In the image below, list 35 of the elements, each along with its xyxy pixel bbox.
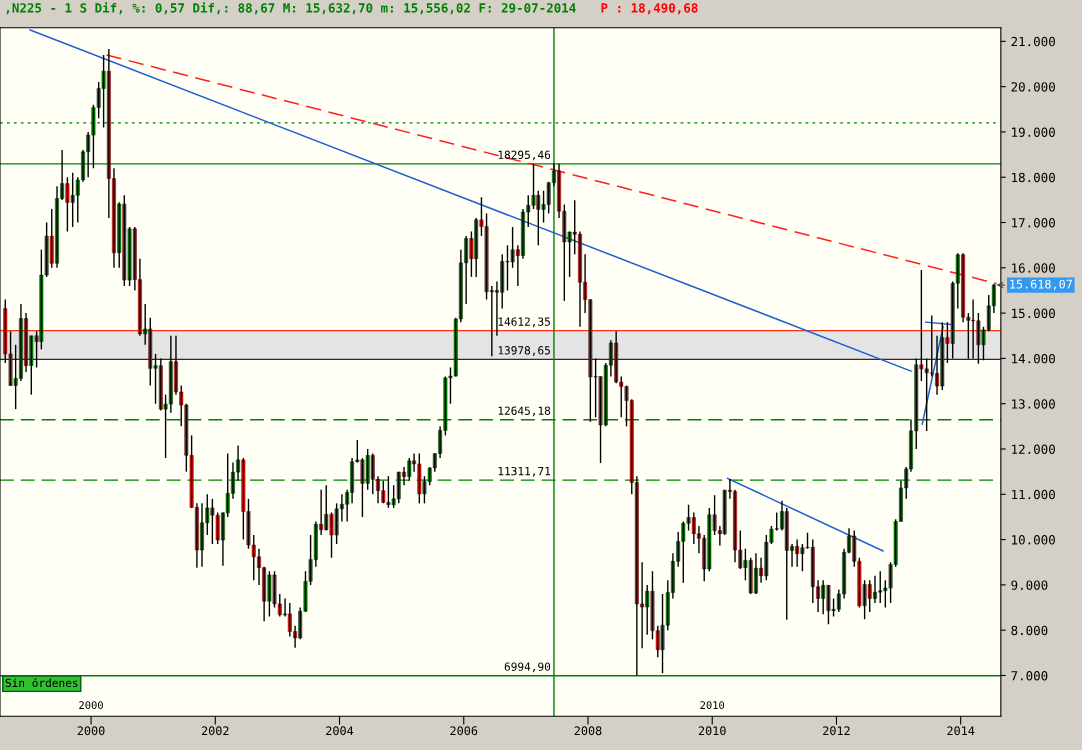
ref-line-label: 18295,46 xyxy=(498,150,551,161)
y-tick-label: 17.000 xyxy=(1012,218,1055,228)
y-tick-label: 12.000 xyxy=(1012,444,1055,454)
y-tick-label: 7.000 xyxy=(1011,670,1048,681)
y-tick-label: 11.000 xyxy=(1012,489,1055,500)
chart-title: ,N225 - 1 S Dif, %: 0,57 Dif,: 88,67 M: 15,632,70 m: 15,556,02 F: 29-07-2014 xyxy=(6,2,576,15)
y-tick-label: 10.000 xyxy=(1012,535,1055,545)
ref-line-label: 14612,35 xyxy=(498,317,550,328)
x-tick-label: 2008 xyxy=(574,726,602,736)
x-tick-label: 2014 xyxy=(947,726,975,736)
x-tick-label: 2012 xyxy=(823,726,850,736)
y-tick-label: 9.000 xyxy=(1011,580,1048,590)
x-tick-label: 2010 xyxy=(698,726,726,736)
x-tick-label: 2002 xyxy=(201,726,229,736)
y-tick-label: 8.000 xyxy=(1011,625,1048,636)
ref-line-label: 6994,90 xyxy=(504,662,551,673)
y-tick-label: 14.000 xyxy=(1012,353,1055,364)
y-tick-label: 15.000 xyxy=(1012,308,1055,319)
annotation: Sin órdenes xyxy=(5,678,78,688)
x-tick-label: 2004 xyxy=(326,726,354,736)
y-tick-label: 21.000 xyxy=(1011,36,1055,47)
y-tick-label: 16.000 xyxy=(1012,263,1055,273)
y-tick-label: 19.000 xyxy=(1012,127,1055,137)
y-tick-label: 20.000 xyxy=(1011,82,1055,92)
x2-tick-label: 2010 xyxy=(700,701,725,710)
y-tick-label: 18.000 xyxy=(1012,172,1055,183)
y-tick-label: 13.000 xyxy=(1012,399,1055,409)
ref-line-label: 12645,18 xyxy=(498,406,551,417)
ref-line-label: 11311,71 xyxy=(498,466,551,477)
x-tick-label: 2006 xyxy=(450,726,478,736)
x2-tick-label: 2000 xyxy=(79,701,103,710)
annotation: 15.618,07 xyxy=(1010,279,1072,291)
chart-subtitle: P : 18,490,68 xyxy=(601,3,698,15)
ref-line-label: 13978,65 xyxy=(498,346,550,356)
x-tick-label: 2000 xyxy=(77,726,105,736)
